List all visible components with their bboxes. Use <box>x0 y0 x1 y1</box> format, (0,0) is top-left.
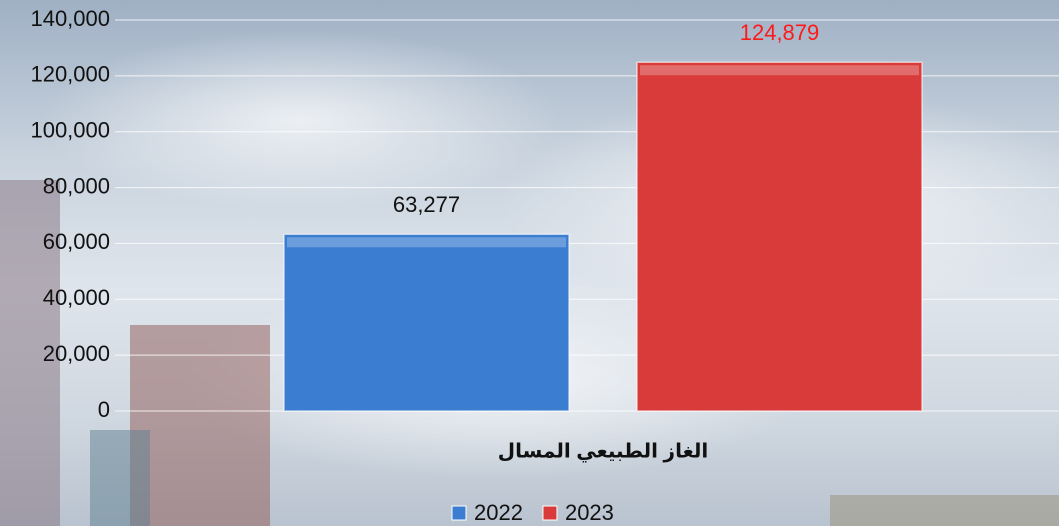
y-tick-label: 120,000 <box>30 62 110 87</box>
data-label: 124,879 <box>740 20 820 45</box>
bar <box>283 233 570 412</box>
legend-swatch <box>542 505 558 521</box>
bar-shine <box>640 65 919 76</box>
category-label: الغاز الطبيعي المسال <box>498 440 708 463</box>
data-label: 63,277 <box>393 192 460 217</box>
bar <box>636 61 923 412</box>
legend-label: 2023 <box>565 500 614 525</box>
y-tick-label: 40,000 <box>43 285 110 310</box>
y-tick-label: 20,000 <box>43 341 110 366</box>
legend-label: 2022 <box>474 500 523 525</box>
y-tick-label: 0 <box>98 397 110 422</box>
bar-shine <box>287 237 566 248</box>
y-tick-label: 140,000 <box>30 6 110 31</box>
y-tick-label: 80,000 <box>43 173 110 198</box>
legend-swatch <box>451 505 467 521</box>
y-tick-label: 60,000 <box>43 229 110 254</box>
y-tick-label: 100,000 <box>30 118 110 143</box>
